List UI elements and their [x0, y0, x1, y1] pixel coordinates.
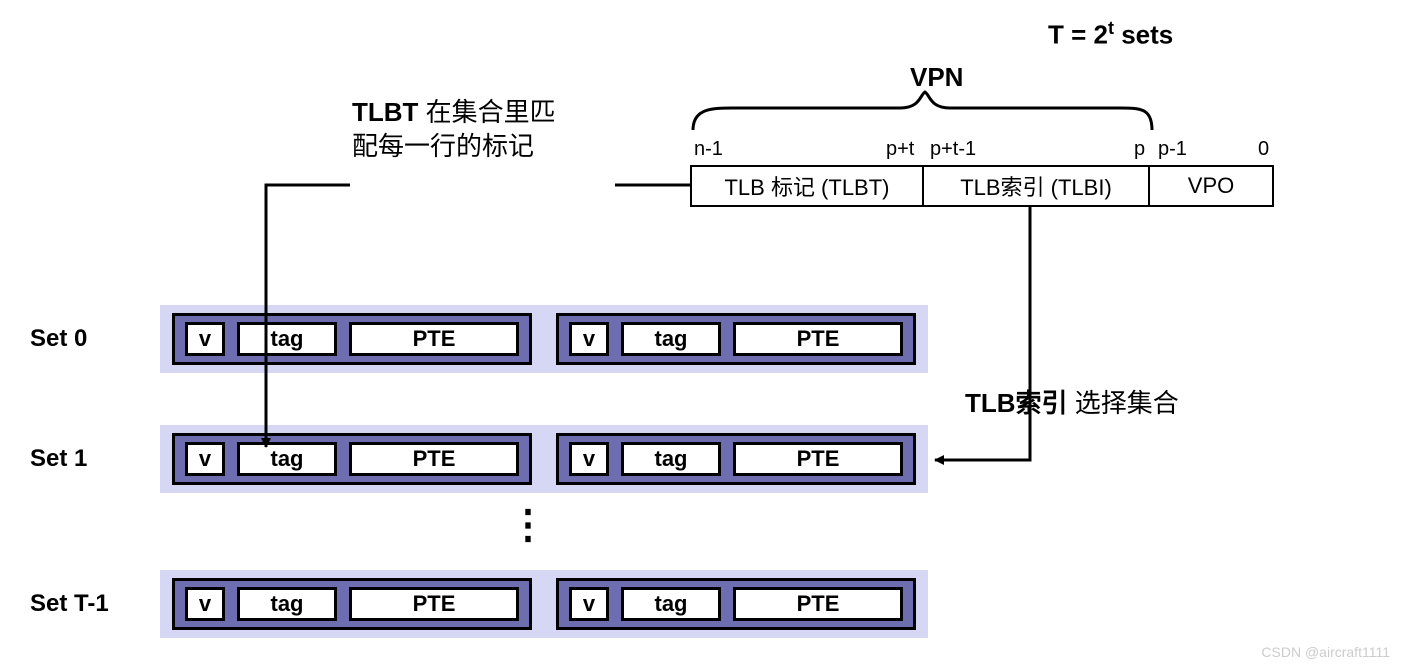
cell-v-label: v — [185, 442, 225, 476]
cell-pte-label: PTE — [733, 322, 903, 356]
bit-0: 0 — [1258, 138, 1269, 161]
cell-pte-label: PTE — [349, 322, 519, 356]
tlbi-note: TLB索引 选择集合 — [965, 383, 1179, 420]
set-band-0: vtagPTEvtagPTE — [160, 305, 928, 373]
vpn-brace — [693, 92, 1152, 130]
bit-p: p — [1134, 138, 1145, 161]
address-row: TLB 标记 (TLBT)TLB索引 (TLBI)VPO — [690, 165, 1274, 207]
tlb-entry: vtag PTE — [556, 313, 916, 365]
tlb-entry: vtag PTE — [172, 433, 532, 485]
sets-formula-prefix: T = 2 — [1048, 20, 1108, 50]
sets-formula-suffix: sets — [1114, 20, 1173, 50]
cell-v-label: v — [569, 587, 609, 621]
bit-p+t-1: p+t-1 — [930, 138, 976, 161]
cell-v-label: v — [569, 442, 609, 476]
tlbt-note-l1-rest: 在集合里匹 — [426, 97, 556, 127]
arrow-tlbi-to-set — [935, 207, 1030, 460]
bit-labels: n-1 p+t p+t-1 p p-1 0 — [690, 138, 1280, 162]
watermark: CSDN @aircraft1111 — [1261, 644, 1390, 660]
cell-tag-label: tag — [621, 442, 721, 476]
cell-pte-label: PTE — [349, 442, 519, 476]
addr-field-0: TLB 标记 (TLBT) — [692, 167, 924, 205]
tlbt-note: TLBT 在集合里匹 配每一行的标记 — [352, 95, 556, 163]
tlb-entry: vtag PTE — [556, 433, 916, 485]
addr-field-2: VPO — [1150, 167, 1272, 205]
bit-p+t: p+t — [886, 138, 914, 161]
cell-tag-label: tag — [621, 587, 721, 621]
cell-pte-label: PTE — [349, 587, 519, 621]
set-label-2: Set T-1 — [30, 590, 160, 618]
cell-pte-label: PTE — [733, 587, 903, 621]
ellipsis: ⋮ — [508, 518, 548, 532]
set-row-2: Set T-1 vtagPTEvtagPTE — [30, 570, 928, 638]
tlb-entry: vtag PTE — [172, 578, 532, 630]
tlb-entry: vtag PTE — [172, 313, 532, 365]
address-row-container: TLB 标记 (TLBT)TLB索引 (TLBI)VPO — [690, 165, 1274, 207]
cell-v-label: v — [185, 322, 225, 356]
set-label-0: Set 0 — [30, 325, 160, 353]
cell-pte-label: PTE — [733, 442, 903, 476]
addr-field-1: TLB索引 (TLBI) — [924, 167, 1150, 205]
tlb-entry: vtag PTE — [556, 578, 916, 630]
sets-formula: T = 2t sets — [1048, 18, 1173, 51]
set-band-2: vtagPTEvtagPTE — [160, 570, 928, 638]
set-band-1: vtagPTEvtagPTE — [160, 425, 928, 493]
set-label-1: Set 1 — [30, 445, 160, 473]
tlbt-note-l2: 配每一行的标记 — [352, 131, 534, 161]
bit-p-1: p-1 — [1158, 138, 1187, 161]
set-row-0: Set 0 vtagPTEvtagPTE — [30, 305, 928, 373]
bit-n-1: n-1 — [694, 138, 723, 161]
cell-tag-label: tag — [237, 442, 337, 476]
set-row-1: Set 1 vtagPTEvtagPTE — [30, 425, 928, 493]
cell-tag-label: tag — [237, 322, 337, 356]
cell-tag-label: tag — [237, 587, 337, 621]
vpn-label: VPN — [910, 62, 963, 93]
cell-v-label: v — [185, 587, 225, 621]
cell-tag-label: tag — [621, 322, 721, 356]
cell-v-label: v — [569, 322, 609, 356]
